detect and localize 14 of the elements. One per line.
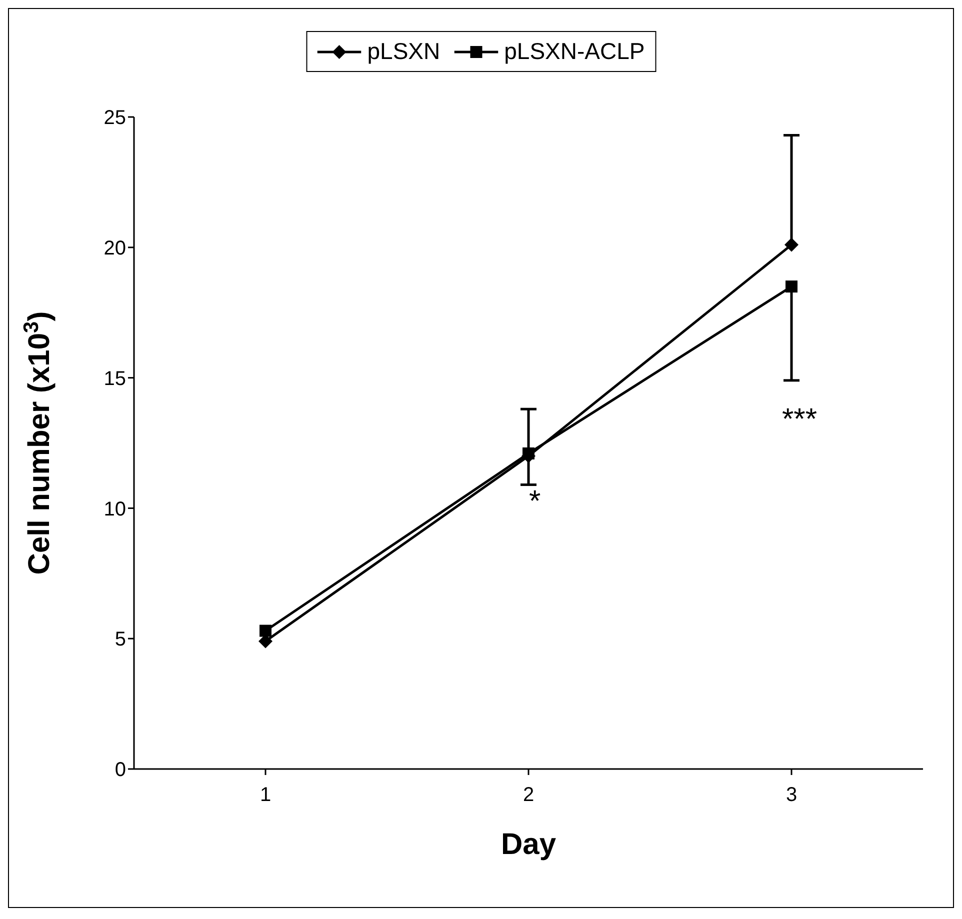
- x-tick-label: 2: [522, 784, 534, 806]
- y-tick-label: 5: [114, 628, 126, 651]
- y-tick-label: 0: [114, 759, 126, 782]
- y-tick-label: 15: [104, 368, 126, 390]
- y-tick-label: 10: [104, 498, 126, 520]
- annotation: ***: [782, 403, 818, 436]
- y-tick-label: 20: [104, 238, 126, 260]
- x-tick-label: 3: [786, 784, 798, 806]
- legend-label: pLSXN-ACLP: [504, 38, 645, 65]
- legend-label: pLSXN: [367, 38, 440, 65]
- x-tick-label: 1: [260, 784, 272, 806]
- annotation: *: [529, 485, 541, 518]
- x-axis-title: Day: [500, 828, 556, 861]
- y-tick-label: 25: [104, 107, 126, 130]
